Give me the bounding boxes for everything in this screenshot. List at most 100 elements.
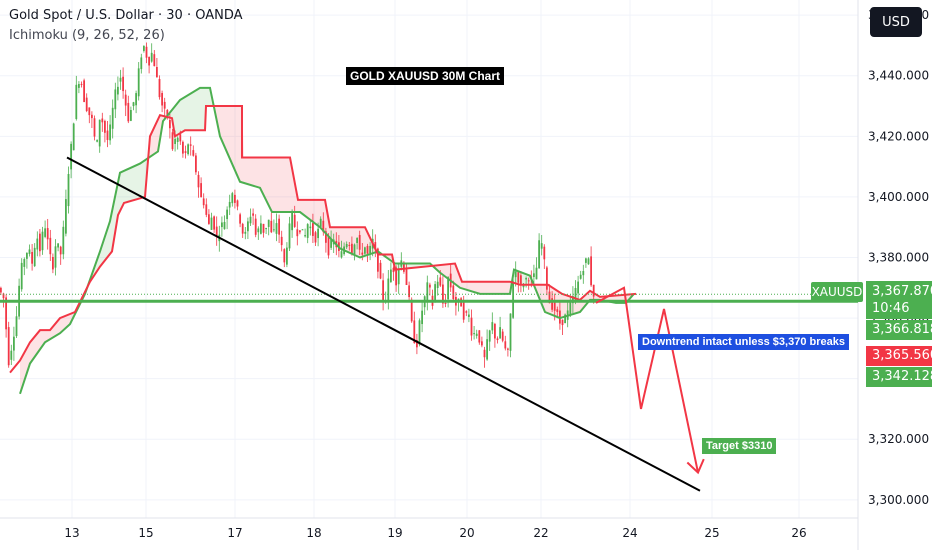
- candle-down: [254, 218, 257, 235]
- candle-down: [416, 340, 418, 348]
- candle-up: [387, 278, 390, 301]
- indicator-legend[interactable]: Ichimoku (9, 26, 52, 26): [9, 28, 165, 43]
- cloud-bearish: [150, 114, 168, 157]
- candle-down: [478, 330, 481, 343]
- candle-down: [270, 220, 273, 233]
- candle-down: [122, 76, 124, 92]
- candle-down: [93, 118, 96, 137]
- candle-down: [106, 130, 109, 140]
- candle-down: [296, 229, 299, 237]
- candle-down: [395, 267, 397, 286]
- candle-down: [465, 311, 468, 313]
- candle-down: [202, 198, 205, 206]
- candle-down: [561, 319, 564, 326]
- candle-up: [223, 221, 226, 230]
- candle-down: [553, 301, 556, 311]
- candle-down: [46, 228, 49, 240]
- candle-down: [39, 233, 41, 252]
- candle-up: [434, 284, 436, 302]
- candle-up: [319, 218, 322, 227]
- candle-down: [366, 245, 369, 254]
- x-tick-label: 18: [306, 526, 321, 540]
- candle-down: [439, 277, 442, 286]
- candle-up: [535, 267, 538, 280]
- cloud-price-tag: 3,342.128: [866, 367, 932, 387]
- candle-down: [351, 243, 353, 254]
- candle-up: [587, 258, 590, 265]
- currency-button[interactable]: USD: [870, 7, 922, 37]
- candle-up: [228, 201, 231, 208]
- candle-up: [574, 287, 577, 302]
- candle-down: [85, 97, 88, 111]
- candle-up: [514, 271, 517, 278]
- candle-down: [179, 134, 182, 142]
- downtrend-line: [66, 156, 701, 492]
- candle-up: [20, 262, 23, 290]
- candle-down: [127, 102, 130, 122]
- y-tick-label: 3,300.000: [868, 493, 929, 507]
- candle-up: [114, 89, 117, 110]
- candle-up: [260, 223, 262, 234]
- candle-down: [91, 114, 93, 119]
- candle-down: [7, 327, 10, 366]
- candle-up: [486, 339, 488, 360]
- x-tick-label: 25: [704, 526, 719, 540]
- candle-up: [525, 278, 527, 280]
- candle-down: [236, 200, 239, 207]
- candle-down: [283, 249, 286, 263]
- candle-up: [231, 193, 234, 204]
- candle-down: [442, 284, 444, 304]
- candle-down: [507, 348, 509, 350]
- candle-up: [119, 77, 122, 82]
- candle-down: [104, 120, 106, 133]
- bar-countdown: 10:46: [872, 301, 910, 316]
- candle-up: [174, 138, 176, 145]
- candle-up: [140, 57, 143, 70]
- candle-down: [410, 299, 413, 322]
- candle-down: [252, 213, 254, 216]
- y-tick-label: 3,420.000: [868, 129, 929, 143]
- candle-up: [585, 258, 587, 263]
- candle-down: [124, 94, 127, 106]
- candle-down: [501, 331, 504, 341]
- last-price-value: 3,367.870: [872, 284, 932, 299]
- y-tick-label: 3,320.000: [868, 432, 929, 446]
- candle-down: [494, 323, 496, 339]
- candle-up: [291, 211, 293, 231]
- time-axis[interactable]: 13 15 17 18 19 20 22 24 25 26: [64, 526, 806, 540]
- symbol-title[interactable]: Gold Spot / U.S. Dollar · 30 · OANDA: [9, 8, 243, 23]
- candle-up: [111, 107, 114, 129]
- price-axis[interactable]: 3,300.0003,320.0003,340.0003,360.0003,38…: [868, 8, 929, 507]
- x-tick-label: 17: [227, 526, 242, 540]
- candle-down: [189, 144, 192, 146]
- candle-up: [426, 282, 429, 301]
- candle-down: [262, 223, 265, 233]
- candle-up: [499, 327, 501, 339]
- candle-down: [377, 248, 379, 272]
- candle-up: [564, 314, 566, 324]
- candle-up: [210, 217, 213, 230]
- candle-up: [28, 249, 31, 254]
- candle-down: [278, 218, 280, 235]
- kijun-line: [19, 86, 635, 395]
- candle-down: [197, 174, 200, 188]
- candle-down: [496, 338, 499, 341]
- candle-down: [163, 101, 166, 109]
- candle-up: [369, 245, 371, 254]
- candle-up: [390, 269, 392, 282]
- candle-up: [10, 350, 13, 360]
- candle-up: [436, 281, 439, 289]
- candle-up: [44, 228, 46, 237]
- candle-up: [72, 123, 75, 151]
- candle-down: [592, 284, 595, 297]
- candle-down: [83, 80, 85, 103]
- candle-down: [556, 309, 559, 312]
- candle-up: [109, 124, 111, 141]
- candle-down: [444, 302, 447, 304]
- candle-up: [579, 274, 582, 279]
- candle-down: [551, 298, 553, 310]
- downtrend-note: Downtrend intact unless $3,370 breaks: [638, 334, 849, 350]
- indicator-lines: [9, 86, 637, 395]
